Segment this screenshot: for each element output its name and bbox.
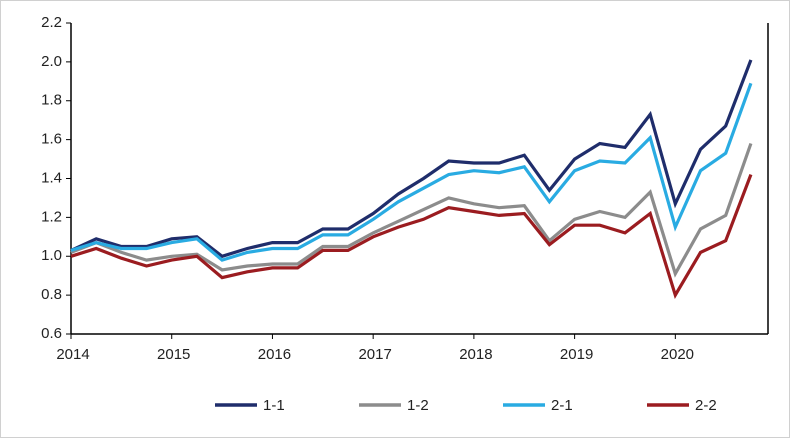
y-tick-label: 0.6 [41,325,62,342]
x-axis-ticks: 2014 2015 2016 2017 2018 2019 2020 [56,334,694,363]
y-tick-label: 1.6 [41,131,62,148]
y-tick-label: 1.4 [41,169,62,186]
x-tick-label: 2018 [459,346,492,363]
series-line-2-1 [70,82,753,262]
legend-label-2-2: 2-2 [695,397,717,414]
y-tick-label: 0.8 [41,286,62,303]
series-line-1-1 [70,59,753,259]
x-tick-label: 2017 [358,346,391,363]
y-tick-label: 2.2 [41,14,62,31]
y-tick-label: 1.8 [41,92,62,109]
x-tick-label: 2020 [661,346,694,363]
legend-label-2-1: 2-1 [551,397,573,414]
legend-label-1-2: 1-2 [407,397,429,414]
series-lines [70,59,753,300]
y-tick-label: 2.0 [41,53,62,70]
chart-legend: 1-1 1-2 2-1 2-2 [215,397,717,414]
x-tick-label: 2014 [56,346,89,363]
y-tick-label: 1.2 [41,208,62,225]
series-line-1-2 [70,142,753,278]
plot-axes [70,23,769,335]
y-axis-ticks: 0.6 0.8 1.0 1.2 1.4 1.6 1.8 2.0 2.2 [41,14,71,342]
y-tick-label: 1.0 [41,247,62,264]
series-line-2-2 [70,174,753,300]
legend-label-1-1: 1-1 [263,397,285,414]
x-tick-label: 2015 [157,346,190,363]
x-tick-label: 2016 [258,346,291,363]
x-tick-label: 2019 [560,346,593,363]
